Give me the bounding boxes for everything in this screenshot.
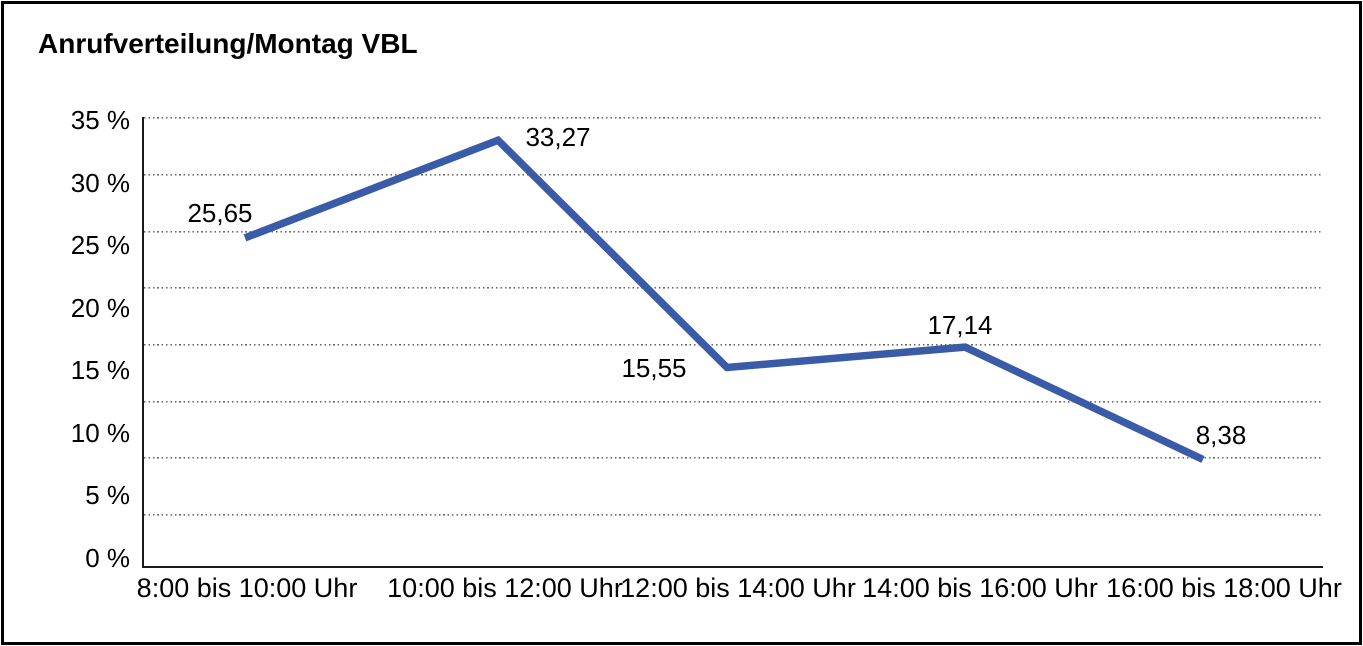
data-point-value-label: 25,65: [187, 197, 253, 228]
y-axis-tick-label: 0 %: [85, 542, 130, 573]
y-axis-line: [142, 117, 144, 568]
y-axis-tick-label: 35 %: [70, 105, 130, 135]
horizontal-gridline: [144, 230, 1323, 233]
data-point-value-label: 17,14: [927, 310, 993, 341]
x-axis-tick-label: 14:00 bis 16:00 Uhr: [862, 573, 1098, 603]
y-axis-tick-label: 5 %: [85, 480, 130, 511]
x-axis-tick-label: 8:00 bis 10:00 Uhr: [136, 573, 358, 603]
y-axis-tick-label: 30 %: [70, 167, 130, 198]
y-axis-tick-label: 20 %: [70, 292, 130, 323]
y-axis-tick-label: 25 %: [70, 230, 130, 261]
horizontal-gridline: [144, 117, 1323, 120]
data-point-value-label: 15,55: [621, 352, 687, 383]
x-axis-tick-label: 16:00 bis 18:00 Uhr: [1106, 573, 1342, 603]
horizontal-gridline: [144, 344, 1323, 346]
horizontal-gridline: [144, 173, 1323, 176]
data-point-value-label: 33,27: [525, 122, 591, 153]
horizontal-gridline: [144, 514, 1323, 517]
data-series-line: [243, 135, 1205, 463]
x-axis-tick-label: 10:00 bis 12:00 Uhr: [387, 573, 623, 603]
horizontal-gridline: [144, 287, 1323, 290]
horizontal-gridline: [144, 400, 1323, 403]
data-point-value-label: 8,38: [1195, 420, 1247, 451]
x-axis-line: [142, 566, 1323, 568]
x-axis-tick-label: 12:00 bis 14:00 Uhr: [620, 573, 856, 603]
horizontal-gridline: [144, 457, 1323, 460]
chart-title: Anrufverteilung/Montag VBL: [38, 28, 418, 59]
y-axis-tick-label: 10 %: [70, 417, 130, 448]
y-axis-tick-label: 15 %: [70, 355, 130, 386]
